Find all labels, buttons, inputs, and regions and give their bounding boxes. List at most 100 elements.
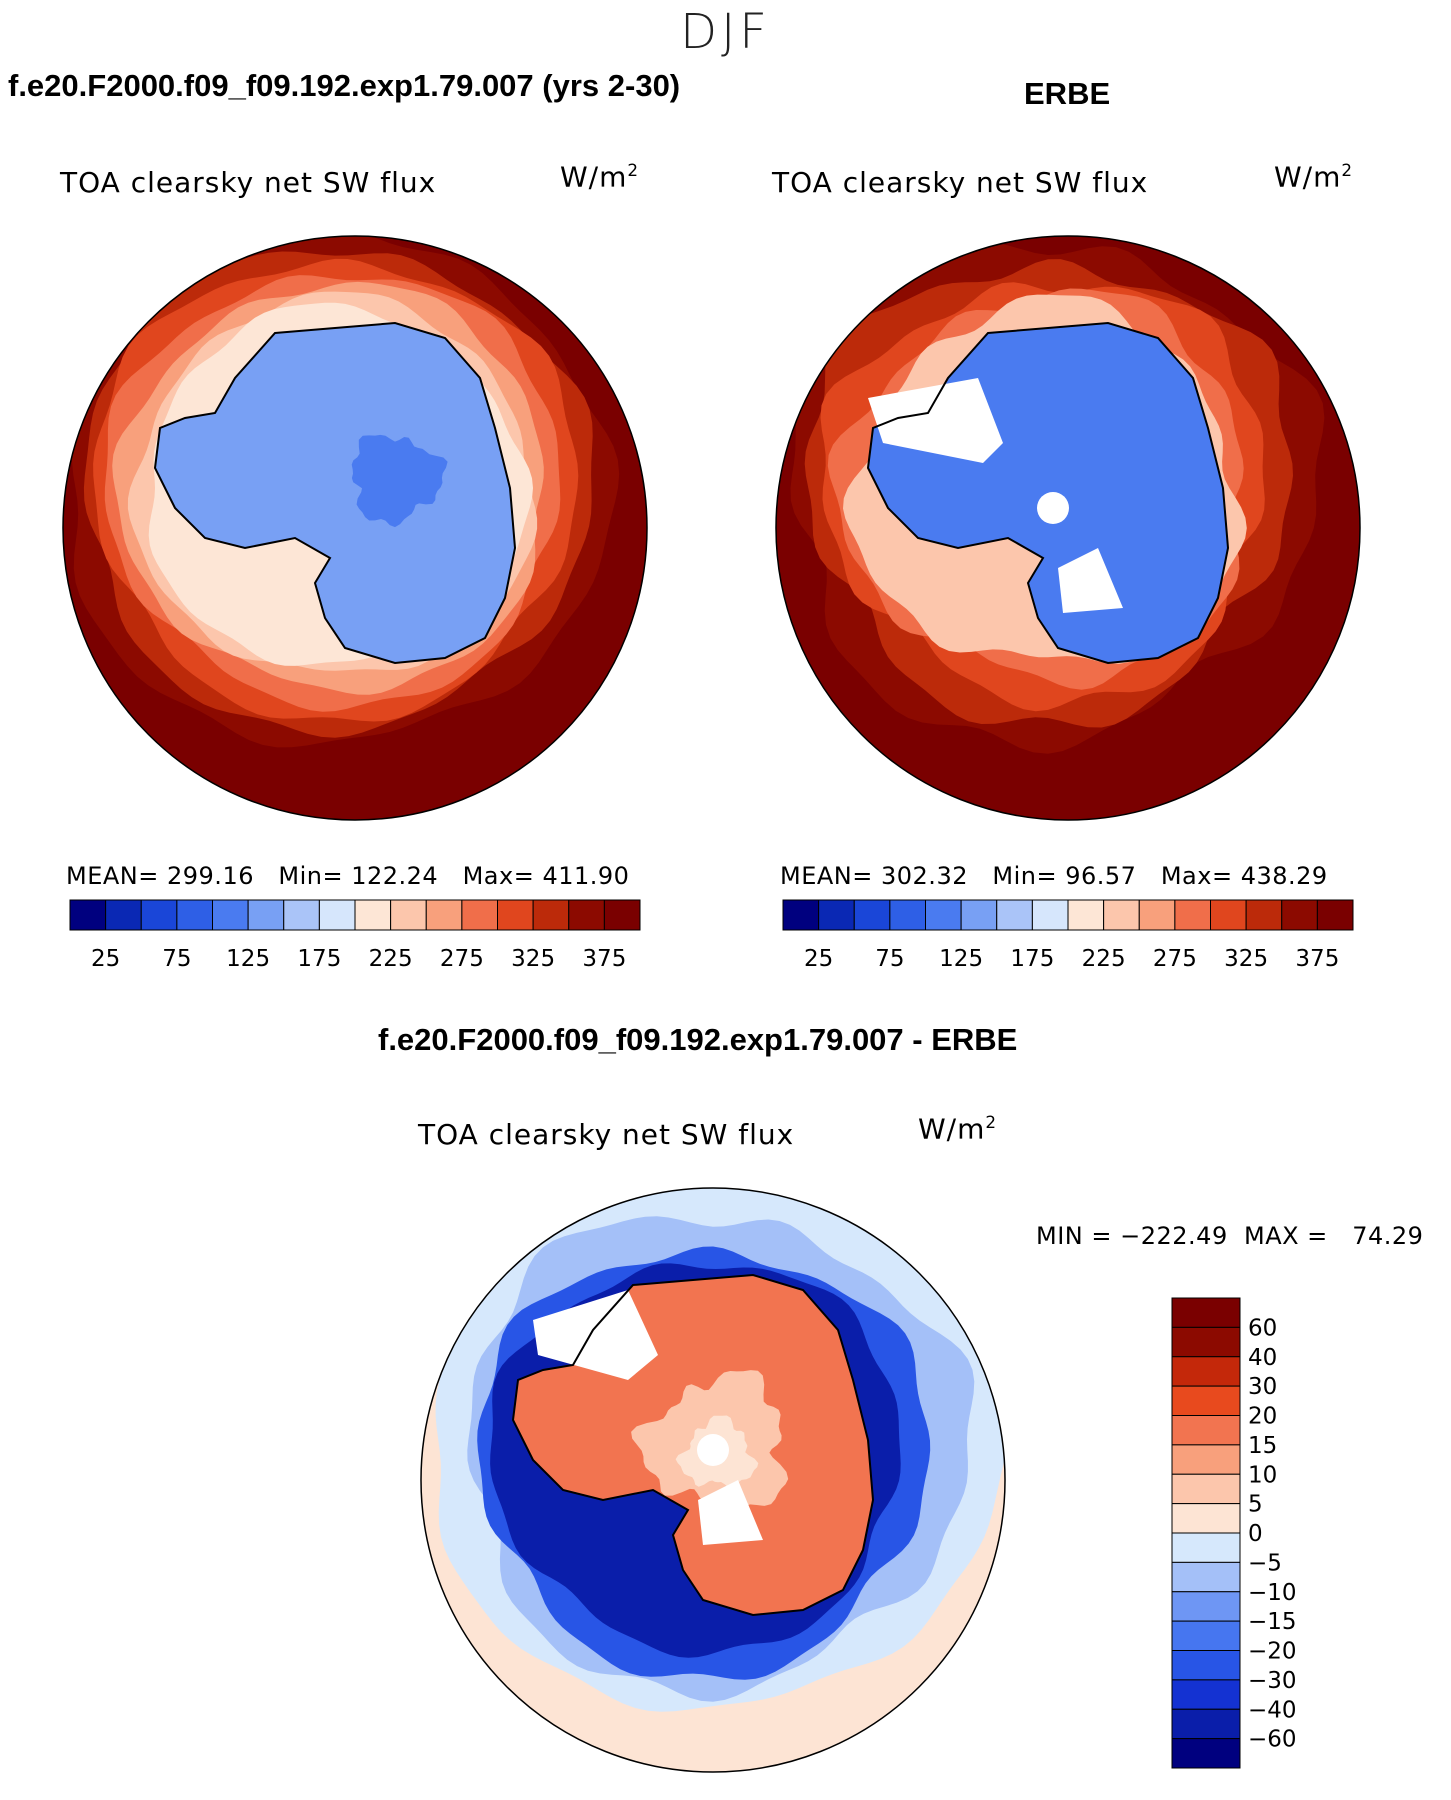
missing-peninsula — [533, 1290, 658, 1380]
colorbar-tick-label: 5 — [1248, 1492, 1263, 1518]
panel2-variable-label: TOA clearsky net SW flux — [772, 166, 1149, 199]
colorbar-tick-label: 325 — [1224, 946, 1268, 972]
map-border — [420, 1187, 1006, 1773]
missing-ross — [698, 1480, 763, 1545]
colorbar-cell — [425, 899, 463, 931]
colorbar-cell — [960, 899, 998, 931]
missing-pole — [697, 1434, 729, 1466]
colorbar-cell — [1171, 1561, 1241, 1593]
colorbar-cell — [1210, 899, 1247, 931]
colorbar-cell — [1171, 1385, 1241, 1416]
colorbar-cell — [889, 899, 926, 931]
colorbar-cell — [1171, 1532, 1241, 1563]
colorbar-tick-label: 375 — [582, 946, 626, 972]
colorbar-tick-label: 15 — [1248, 1433, 1277, 1459]
colorbar-tick-label: 0 — [1248, 1521, 1263, 1547]
colorbar-tick-label: −60 — [1248, 1727, 1297, 1753]
colorbar-tick-label: 10 — [1248, 1462, 1277, 1488]
colorbar-tick-label: 175 — [1010, 946, 1054, 972]
colorbar-tick-label: 20 — [1248, 1404, 1277, 1430]
colorbar-tick-label: −20 — [1248, 1639, 1297, 1665]
missing-pole — [1037, 492, 1069, 524]
diff-variable-label: TOA clearsky net SW flux — [418, 1118, 795, 1151]
map-border — [775, 235, 1361, 821]
colorbar-cell — [140, 899, 178, 931]
colorbar-tick-label: 225 — [369, 946, 413, 972]
map-contours — [776, 236, 1360, 820]
colorbar-cell — [1067, 899, 1105, 931]
coastline — [511, 1273, 875, 1617]
colorbar-cell — [247, 899, 285, 931]
colorbar-tick-label: −40 — [1248, 1697, 1297, 1723]
coastline — [153, 321, 517, 665]
panel1-map — [62, 235, 648, 821]
colorbar-tick-label: 275 — [440, 946, 484, 972]
colorbar-cell — [1171, 1738, 1241, 1769]
panel1-units: W/m2 — [560, 160, 640, 194]
colorbar-cell — [212, 899, 249, 931]
map-border — [62, 235, 648, 821]
continent-fill — [155, 323, 515, 663]
colorbar-cell — [497, 899, 534, 931]
colorbar-tick-label: 175 — [297, 946, 341, 972]
colorbar-cell — [1171, 1297, 1241, 1328]
diff-units: W/m2 — [918, 1112, 998, 1146]
colorbar-cell — [1171, 1356, 1241, 1387]
colorbar-cell — [176, 899, 213, 931]
panel2-units: W/m2 — [1274, 160, 1354, 194]
panel1-variable-label: TOA clearsky net SW flux — [60, 166, 437, 199]
colorbar-cell — [532, 899, 570, 931]
colorbar-tick-label: 60 — [1248, 1315, 1277, 1341]
colorbar-cell — [105, 899, 142, 931]
panel2-map — [775, 235, 1361, 821]
colorbar-tick-label: 30 — [1248, 1374, 1277, 1400]
season-title: DJF — [680, 4, 771, 60]
colorbar-tick-label: 40 — [1248, 1345, 1277, 1371]
colorbar-tick-label: 125 — [939, 946, 983, 972]
colorbar-cell — [1171, 1620, 1241, 1651]
colorbar-cell — [461, 899, 498, 931]
colorbar-tick-label: 75 — [162, 946, 191, 972]
map-contours — [63, 236, 647, 820]
colorbar-cell — [1171, 1326, 1241, 1358]
colorbar-tick-label: −15 — [1248, 1609, 1297, 1635]
colorbar-tick-label: 75 — [875, 946, 904, 972]
colorbar-cell — [1245, 899, 1283, 931]
colorbar-cell — [996, 899, 1033, 931]
colorbar-cell — [1031, 899, 1069, 931]
colorbar-cell — [1171, 1650, 1241, 1681]
missing-ross — [1058, 548, 1123, 613]
missing-peninsula — [868, 378, 1003, 463]
colorbar-tick-label: 25 — [91, 946, 120, 972]
colorbar-tick-label: −5 — [1248, 1550, 1282, 1576]
colorbar-tick-label: 275 — [1153, 946, 1197, 972]
colorbar-cell — [1316, 899, 1354, 931]
colorbar-cell — [1138, 899, 1176, 931]
coastline — [866, 321, 1230, 665]
diff-minmax: MIN = −222.49 MAX = 74.29 — [1036, 1222, 1424, 1250]
colorbar-cell — [1171, 1415, 1241, 1446]
plateau-core — [351, 434, 448, 528]
panel2-stats: MEAN= 302.32 Min= 96.57 Max= 438.29 — [780, 862, 1328, 890]
map-contours — [421, 1188, 1005, 1772]
colorbar-tick-label: 125 — [226, 946, 270, 972]
colorbar-cell — [1174, 899, 1211, 931]
panel2-title: ERBE — [1024, 76, 1111, 111]
colorbar-cell — [925, 899, 962, 931]
colorbar-cell — [568, 899, 605, 931]
colorbar-cell — [853, 899, 891, 931]
colorbars: 25 75 125 175 225 275 325 375 25 75 125 175 225 275 32… — [69, 899, 1354, 1769]
colorbar-cell — [318, 899, 356, 931]
colorbar-tick-label: 225 — [1082, 946, 1126, 972]
colorbar-cell — [1171, 1679, 1241, 1710]
colorbar-cell — [69, 899, 107, 931]
colorbar-cell — [1281, 899, 1318, 931]
colorbar-cell — [1171, 1473, 1241, 1505]
colorbar-cell — [1171, 1708, 1241, 1740]
colorbar-tick-label: −30 — [1248, 1668, 1297, 1694]
colorbar-cell — [283, 899, 320, 931]
colorbar-tick-label: 325 — [511, 946, 555, 972]
colorbar-cell — [603, 899, 641, 931]
panel1-title: f.e20.F2000.f09_f09.192.exp1.79.007 (yrs… — [8, 68, 681, 103]
